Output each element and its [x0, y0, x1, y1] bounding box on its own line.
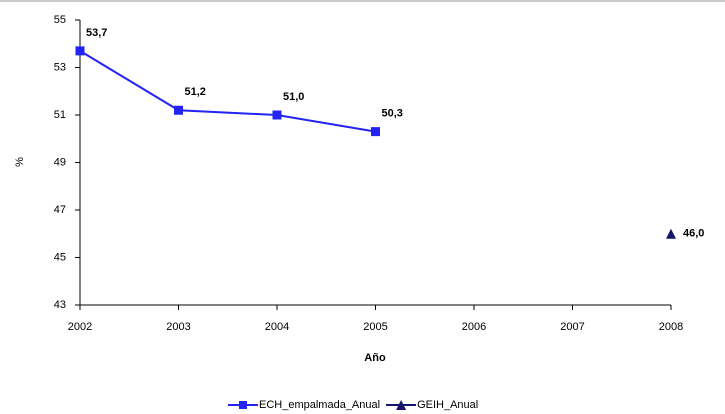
data-label: 51,0 [283, 91, 304, 103]
x-tick-label: 2008 [659, 321, 683, 333]
y-tick-label: 51 [54, 109, 66, 121]
x-tick-label: 2003 [166, 321, 190, 333]
x-tick-label: 2007 [560, 321, 584, 333]
legend-marker [239, 401, 247, 409]
y-axis-label: % [14, 157, 26, 167]
x-tick-label: 2004 [265, 321, 289, 333]
legend-marker [396, 400, 407, 410]
data-label: 53,7 [86, 27, 107, 39]
x-tick-label: 2002 [68, 321, 92, 333]
y-tick-label: 47 [54, 204, 66, 216]
y-tick-label: 43 [54, 299, 66, 311]
y-tick-label: 49 [54, 156, 66, 168]
y-tick-label: 45 [54, 251, 66, 263]
x-axis-label: Año [364, 352, 386, 364]
x-tick-label: 2005 [363, 321, 387, 333]
series-line [79, 50, 376, 133]
data-label: 50,3 [382, 108, 403, 120]
y-tick-label: 55 [54, 14, 66, 26]
data-point [666, 228, 676, 239]
y-tick-label: 53 [54, 61, 66, 73]
data-label: 46,0 [683, 228, 704, 240]
data-label: 51,2 [185, 86, 206, 98]
legend-label: ECH_empalmada_Anual [259, 399, 380, 411]
data-point [272, 110, 282, 120]
data-point [174, 105, 183, 115]
data-point [75, 46, 85, 56]
x-tick-label: 2006 [462, 321, 486, 333]
legend-label: GEIH_Anual [417, 399, 478, 411]
data-point [371, 127, 380, 137]
